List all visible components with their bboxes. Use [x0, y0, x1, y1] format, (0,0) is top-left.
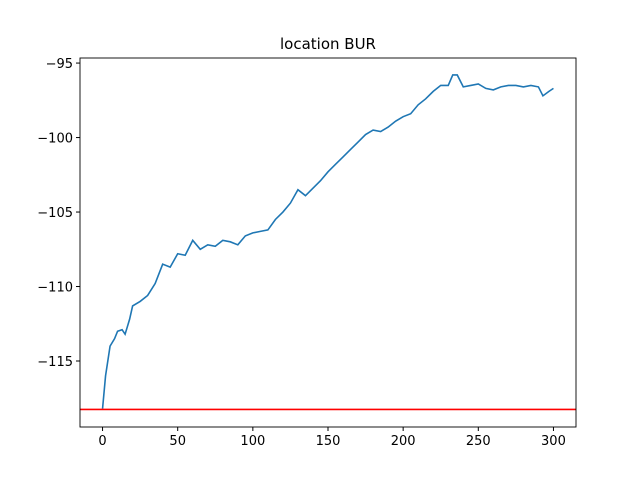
- y-tick-label: −110: [37, 281, 73, 296]
- x-tick-label: 300: [541, 434, 566, 449]
- x-tick-label: 250: [466, 434, 491, 449]
- x-tick-label: 50: [169, 434, 186, 449]
- y-tick-label: −105: [37, 206, 73, 221]
- x-tick-label: 0: [98, 434, 106, 449]
- y-tick-label: −95: [46, 57, 73, 72]
- x-tick-label: 200: [391, 434, 416, 449]
- plot-frame: [79, 57, 577, 428]
- chart-title: location BUR: [280, 35, 376, 53]
- data-line: [101, 74, 554, 409]
- y-tick-label: −115: [37, 355, 73, 370]
- x-tick-label: 100: [240, 434, 265, 449]
- y-tick-label: −100: [37, 132, 73, 147]
- x-tick-label: 150: [316, 434, 341, 449]
